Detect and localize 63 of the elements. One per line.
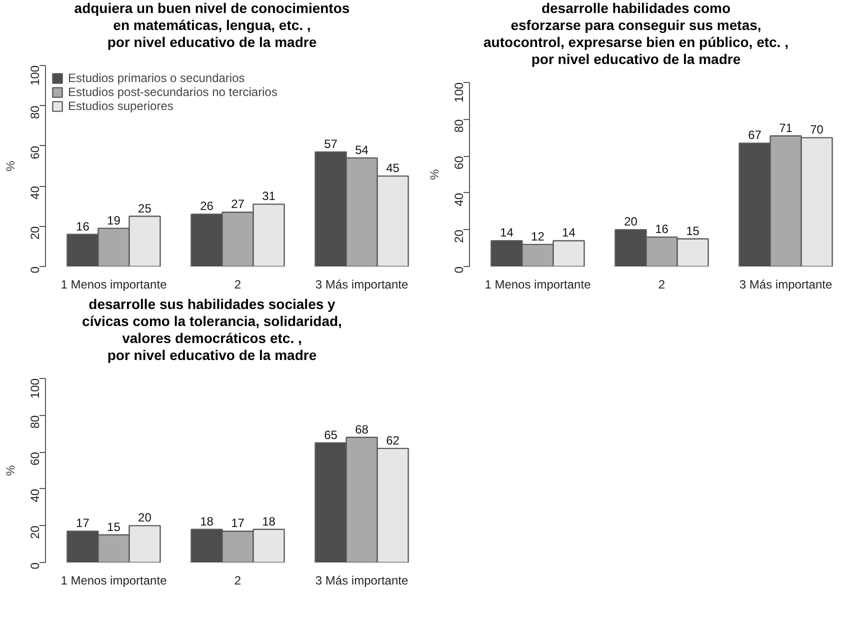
y-tick-label: 60 (28, 146, 42, 160)
data-label: 67 (748, 128, 762, 142)
x-tick-label: 3 Más importante (739, 278, 832, 292)
y-tick-label: 0 (28, 562, 42, 570)
x-tick-label: 2 (234, 278, 242, 292)
data-label: 27 (231, 197, 245, 212)
data-label: 70 (810, 122, 824, 137)
legend-label: Estudios post-secundarios no terciarios (68, 85, 278, 99)
data-label: 17 (231, 516, 245, 530)
data-label: 25 (138, 201, 152, 216)
y-tick-label: 60 (452, 156, 466, 170)
y-tick-label: 80 (452, 118, 466, 133)
data-label: 18 (200, 514, 214, 528)
y-tick-label: 20 (452, 229, 466, 244)
data-label: 16 (655, 222, 669, 236)
data-label: 17 (76, 516, 90, 530)
y-tick-label: 20 (28, 226, 42, 240)
data-label: 71 (779, 120, 793, 135)
x-tick-label: 1 Menos importante (60, 574, 168, 588)
y-tick-label: 40 (452, 192, 466, 206)
data-label: 54 (355, 142, 369, 157)
y-tick-label: 100 (28, 378, 42, 399)
data-label: 20 (138, 510, 152, 525)
y-tick-label: 100 (452, 82, 466, 103)
data-label: 62 (386, 433, 400, 448)
data-label: 12 (531, 229, 545, 244)
y-tick-label: 20 (28, 525, 42, 540)
data-label: 31 (262, 189, 276, 204)
y-tick-label: 100 (28, 65, 42, 86)
y-tick-label: 0 (452, 266, 466, 274)
x-tick-label: 3 Más importante (315, 574, 408, 588)
data-label: 14 (562, 226, 576, 240)
chart-title: desarrolle sus habilidades sociales y cívicas como la tolerancia, solidaridad, valores democráticos etc. , por nivel educativo de la madre (82, 296, 342, 364)
data-label: 68 (355, 422, 369, 436)
y-axis-title: % (4, 160, 18, 172)
legend-label: Estudios superiores (68, 99, 174, 113)
data-label: 65 (324, 428, 338, 442)
x-tick-label: 2 (658, 278, 666, 292)
data-label: 26 (200, 199, 214, 214)
x-tick-label: 3 Más importante (315, 278, 408, 292)
data-label: 45 (386, 161, 400, 176)
chart-title: desarrolle habilidades como esforzarse para conseguir sus metas, autocontrol, expresarse bien en público, etc. , por nivel educativo de la madre (484, 0, 788, 68)
data-label: 15 (686, 224, 700, 238)
x-tick-label: 1 Menos importante (484, 278, 592, 292)
chart-title: adquiera un buen nivel de conocimientos en matemáticas, lengua, etc. , por nivel educativo de la madre (74, 0, 350, 51)
data-label: 57 (324, 136, 338, 151)
data-label: 20 (624, 214, 638, 229)
y-tick-label: 40 (28, 186, 42, 200)
y-axis-title: % (4, 464, 18, 476)
y-tick-label: 80 (28, 414, 42, 429)
y-tick-label: 60 (28, 452, 42, 466)
y-tick-label: 40 (28, 488, 42, 502)
y-tick-label: 80 (28, 105, 42, 120)
y-tick-label: 0 (28, 266, 42, 274)
x-tick-label: 1 Menos importante (60, 278, 168, 292)
data-label: 15 (107, 520, 121, 534)
data-label: 16 (76, 219, 90, 234)
data-label: 18 (262, 514, 276, 528)
data-label: 19 (107, 213, 121, 228)
y-axis-title: % (428, 168, 442, 180)
legend-label: Estudios primarios o secundarios (68, 71, 245, 85)
data-label: 14 (500, 226, 514, 240)
x-tick-label: 2 (234, 574, 242, 588)
